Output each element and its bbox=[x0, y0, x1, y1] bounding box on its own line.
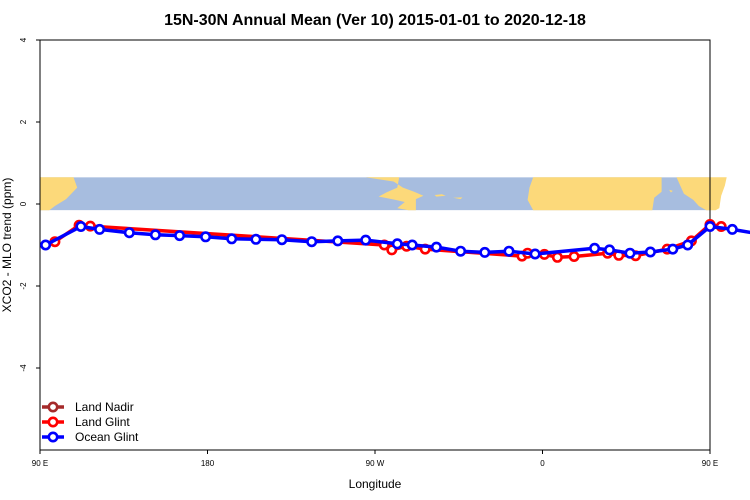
series-2-point-16 bbox=[455, 245, 467, 257]
legend-label-2: Ocean Glint bbox=[75, 430, 139, 444]
series-2-point-26 bbox=[704, 221, 716, 233]
series-2-point-4 bbox=[149, 229, 161, 241]
x-axis-label: Longitude bbox=[349, 477, 402, 491]
series-2-point-20 bbox=[589, 242, 601, 254]
map-land-4 bbox=[527, 177, 662, 211]
series-2-point-13 bbox=[391, 238, 403, 250]
series-2-point-1 bbox=[75, 221, 87, 233]
series-2-point-5 bbox=[174, 230, 186, 242]
map-land-0 bbox=[40, 177, 78, 211]
series-2-point-0 bbox=[40, 239, 52, 251]
series-2 bbox=[40, 221, 750, 260]
series-2-point-8 bbox=[250, 233, 262, 245]
series-2-point-11 bbox=[332, 235, 344, 247]
x-tick-label-0: 90 E bbox=[32, 459, 48, 468]
map-land-2 bbox=[434, 194, 446, 197]
series-2-point-14 bbox=[406, 239, 418, 251]
series-2-point-6 bbox=[200, 231, 212, 243]
series-2-point-25 bbox=[682, 239, 694, 251]
series-1-point-11 bbox=[568, 251, 580, 263]
x-axis: 90 E 180 90 W 0 90 E bbox=[32, 450, 718, 468]
series-2-point-18 bbox=[503, 245, 515, 257]
series-2-point-3 bbox=[123, 227, 135, 239]
y-tick-label-2: 0 bbox=[19, 201, 28, 206]
y-axis: 4 2 0 -2 -4 bbox=[19, 37, 40, 372]
series-1 bbox=[49, 219, 727, 263]
map-land-3 bbox=[453, 197, 463, 200]
y-axis-label: XCO2 - MLO trend (ppm) bbox=[0, 178, 14, 313]
series-2-point-7 bbox=[226, 233, 238, 245]
x-tick-label-2: 90 W bbox=[366, 459, 385, 468]
series-2-point-27 bbox=[726, 223, 738, 235]
series-2-point-12 bbox=[360, 234, 372, 246]
series-2-point-23 bbox=[644, 246, 656, 258]
series-2-point-24 bbox=[667, 243, 679, 255]
chart-title: 15N-30N Annual Mean (Ver 10) 2015-01-01 … bbox=[164, 12, 586, 29]
map-land-1 bbox=[365, 177, 424, 211]
world-map-band bbox=[40, 177, 727, 211]
map-land-6 bbox=[676, 177, 727, 211]
y-tick-label-1: 2 bbox=[19, 119, 28, 124]
legend-marker-2 bbox=[47, 431, 59, 443]
series-2-point-19 bbox=[529, 248, 541, 260]
y-tick-label-4: -4 bbox=[19, 364, 28, 372]
series-2-point-2 bbox=[94, 223, 106, 235]
legend-marker-1 bbox=[47, 416, 59, 428]
series-2-point-21 bbox=[603, 244, 615, 256]
map-land-5 bbox=[669, 189, 673, 193]
x-tick-label-1: 180 bbox=[201, 459, 215, 468]
legend-marker-0 bbox=[47, 401, 59, 413]
y-tick-label-0: 4 bbox=[19, 37, 28, 42]
series-2-point-9 bbox=[276, 234, 288, 246]
legend-label-0: Land Nadir bbox=[75, 400, 134, 414]
series-layer bbox=[40, 219, 750, 263]
series-2-point-15 bbox=[430, 241, 442, 253]
legend-label-1: Land Glint bbox=[75, 415, 130, 429]
series-2-point-22 bbox=[624, 247, 636, 259]
y-tick-label-3: -2 bbox=[19, 282, 28, 290]
x-tick-label-3: 0 bbox=[540, 459, 545, 468]
series-2-point-17 bbox=[479, 246, 491, 258]
series-1-point-10 bbox=[551, 251, 563, 263]
series-2-point-10 bbox=[306, 236, 318, 248]
x-tick-label-4: 90 E bbox=[702, 459, 718, 468]
